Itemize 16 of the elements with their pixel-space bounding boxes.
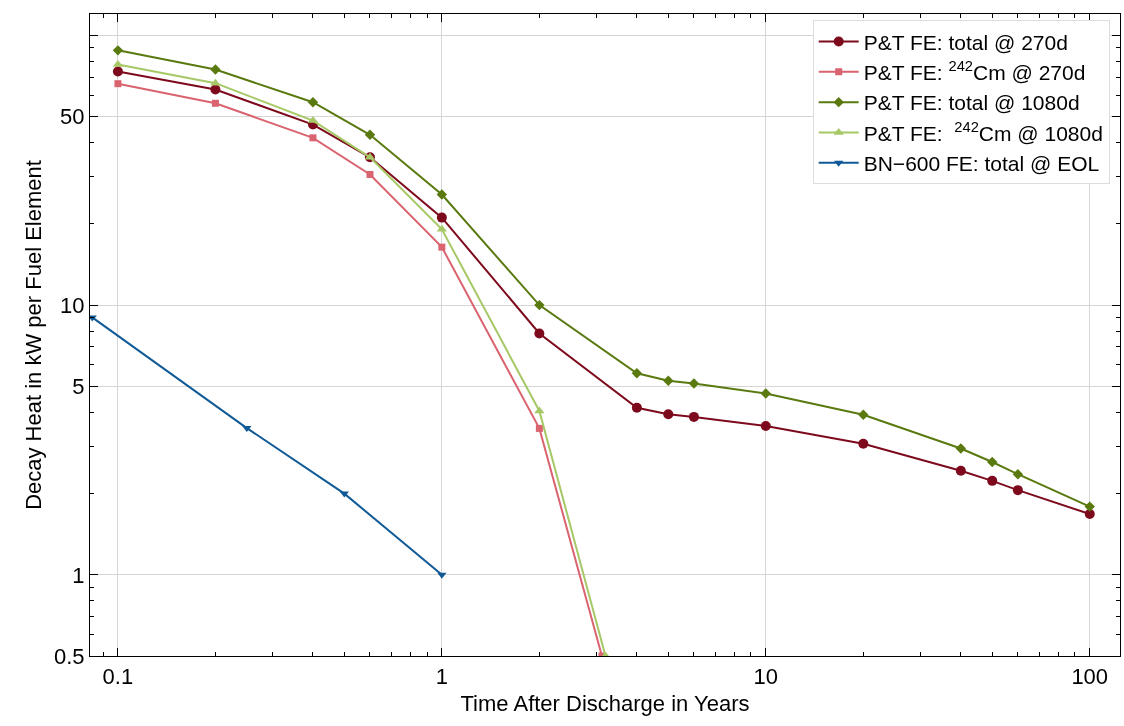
- x-axis-title: Time After Discharge in Years: [460, 691, 750, 717]
- y-tick-label: 10: [60, 292, 85, 318]
- x-tick-label: 100: [1071, 663, 1109, 689]
- legend-label: BN−600 FE: total @ EOL: [863, 151, 1100, 175]
- x-tick-label: 10: [753, 663, 779, 689]
- x-tick-label: 0.1: [102, 663, 134, 689]
- y-tick-label: 1: [72, 562, 85, 588]
- legend-label: P&T FE: total @ 270d: [863, 30, 1068, 54]
- y-tick-label: 0.5: [53, 643, 85, 669]
- y-tick-label: 50: [60, 104, 85, 130]
- y-tick-label: 5: [72, 373, 85, 399]
- legend-label: P&T FE: $^{242}$Cm @ 1080d: [863, 118, 1103, 145]
- y-axis-title: Decay Heat in kW per Fuel Element: [20, 160, 46, 510]
- legend-label: P&T FE: total @ 1080d: [863, 91, 1080, 115]
- legend-label: P&T FE: $^{242}$Cm @ 270d: [863, 58, 1086, 85]
- x-tick-label: 1: [435, 663, 448, 689]
